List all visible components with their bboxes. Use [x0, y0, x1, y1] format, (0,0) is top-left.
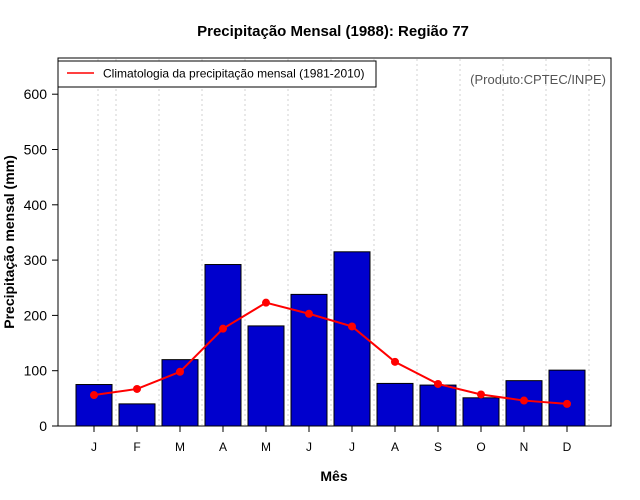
climatology-point-0	[90, 391, 98, 400]
y-axis-label: Precipitação mensal (mm)	[1, 155, 17, 329]
x-tick-label-10: N	[520, 440, 529, 454]
x-tick-label-3: A	[219, 440, 227, 454]
x-tick-label-9: O	[476, 440, 485, 454]
bar-11	[548, 369, 586, 427]
y-tick-label-0: 0	[39, 418, 47, 434]
bar-1	[118, 403, 156, 427]
legend-entry-climatology: Climatologia da precipitação mensal (198…	[103, 67, 364, 81]
bar-7	[376, 382, 414, 427]
x-tick-label-2: M	[175, 440, 185, 454]
climatology-point-7	[391, 357, 399, 366]
y-axis: 0 100 200 300 400 500 600	[24, 86, 58, 434]
legend: Climatologia da precipitação mensal (198…	[57, 60, 377, 88]
x-tick-label-4: M	[261, 440, 271, 454]
chart-title: Precipitação Mensal (1988): Região 77	[197, 23, 469, 40]
climatology-point-9	[477, 390, 485, 399]
climatology-point-3	[219, 324, 227, 333]
y-tick-label-100: 100	[24, 363, 48, 379]
product-annotation: (Produto:CPTEC/INPE)	[470, 72, 606, 87]
bar-9	[462, 397, 500, 427]
climatology-point-5	[305, 309, 313, 318]
y-tick-label-600: 600	[24, 86, 48, 102]
x-tick-label-5: J	[306, 440, 312, 454]
climatology-point-6	[348, 322, 356, 331]
climatology-point-11	[563, 399, 571, 408]
grid-lines	[97, 59, 590, 425]
x-tick-label-8: S	[434, 440, 442, 454]
climatology-line-layer	[90, 298, 571, 408]
climatology-line	[93, 301, 568, 405]
climatology-point-1	[133, 384, 141, 393]
bar-6	[333, 251, 371, 427]
plot-frame	[57, 57, 612, 427]
bar-3	[204, 264, 242, 427]
x-tick-label-6: J	[349, 440, 355, 454]
climatology-point-4	[262, 298, 270, 307]
climatology-point-8	[434, 379, 442, 388]
x-tick-label-1: F	[133, 440, 140, 454]
climatology-point-2	[176, 367, 184, 376]
x-axis-label: Mês	[320, 468, 347, 484]
bar-4	[247, 325, 285, 427]
bar-8	[419, 384, 457, 427]
y-tick-label-400: 400	[24, 197, 48, 213]
x-tick-label-7: A	[391, 440, 399, 454]
x-tick-label-11: D	[563, 440, 572, 454]
x-tick-label-0: J	[91, 440, 97, 454]
y-tick-label-300: 300	[24, 252, 48, 268]
climatology-point-10	[520, 396, 528, 405]
legend-box	[57, 60, 377, 88]
y-tick-label-500: 500	[24, 142, 48, 158]
bar-0	[75, 384, 113, 427]
y-tick-label-200: 200	[24, 307, 48, 323]
